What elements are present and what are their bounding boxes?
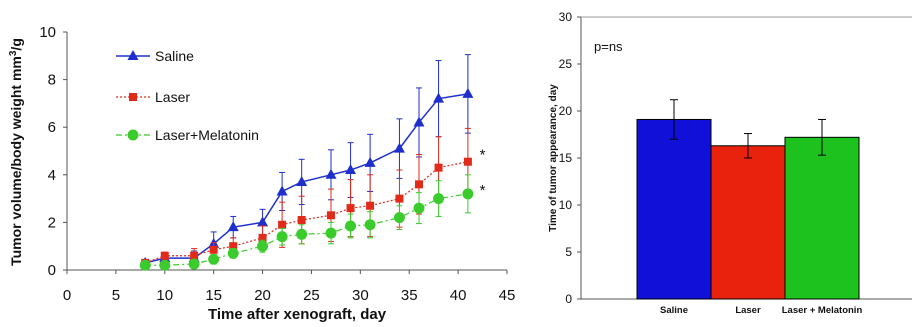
x-axis-title: Time after xenograft, day: [208, 306, 387, 322]
data-point: [276, 231, 288, 243]
x-tick-label: 35: [401, 287, 418, 304]
data-point: [296, 228, 308, 240]
data-point: [188, 258, 200, 270]
legend-entry: Saline: [116, 48, 194, 64]
significance-marker: *: [480, 146, 486, 163]
series-laser-melatonin: [139, 174, 474, 271]
data-point: [227, 247, 239, 259]
bar: [710, 145, 786, 300]
p-value-annotation: p=ns: [594, 39, 623, 54]
data-point: [364, 219, 376, 231]
data-point: [393, 212, 405, 224]
series-line: [145, 193, 468, 266]
bar-group-laser: Laser: [710, 133, 786, 316]
data-point: [296, 175, 308, 186]
data-point: [415, 180, 423, 189]
y-axis-title: Time of tumor appearance, day: [548, 84, 559, 232]
y-tick-label: 4: [48, 167, 56, 184]
y-tick-label: 0: [565, 292, 572, 306]
significance-marker: *: [480, 182, 486, 199]
data-point: [346, 204, 355, 213]
y-tick-label: 5: [565, 245, 572, 259]
y-tick-label: 6: [48, 119, 56, 136]
bar: [784, 136, 860, 300]
data-point: [463, 157, 472, 166]
data-point: [257, 240, 269, 252]
y-tick-label: 0: [48, 262, 56, 279]
data-point: [227, 221, 239, 232]
y-tick-label: 15: [559, 151, 573, 165]
category-label: Laser: [735, 305, 761, 316]
bar-group-saline: Saline: [636, 99, 712, 316]
data-point: [278, 220, 287, 229]
data-point: [433, 193, 445, 205]
data-point: [160, 251, 169, 260]
y-tick-label: 10: [559, 198, 573, 212]
x-tick-label: 0: [63, 287, 71, 304]
data-point: [433, 92, 445, 103]
x-tick-label: 40: [450, 287, 467, 304]
data-point: [434, 163, 443, 172]
data-point: [257, 216, 269, 227]
data-point: [366, 201, 375, 210]
y-tick-label: 25: [559, 57, 573, 71]
y-axis-title: Tumor volume/body weight mm3/g: [8, 38, 25, 266]
legend-label: Saline: [155, 48, 194, 64]
legend-entry: Laser+Melatonin: [116, 127, 259, 143]
y-tick-label: 8: [48, 72, 56, 89]
legend-entry: Laser: [116, 89, 190, 105]
legend-marker: [129, 93, 137, 101]
bar: [636, 118, 712, 300]
legend-label: Laser: [155, 89, 190, 105]
data-point: [325, 168, 337, 179]
data-point: [462, 87, 474, 98]
data-point: [345, 164, 357, 175]
x-tick-label: 5: [112, 287, 120, 304]
data-point: [393, 142, 405, 153]
bar-chart-tumor-appearance: 0 5 10 15 20 25 30 Time of tumor appearance, da…: [548, 10, 912, 316]
data-point: [325, 227, 337, 239]
series-laser: [141, 127, 472, 267]
data-point: [395, 194, 404, 203]
x-tick-label: 20: [254, 287, 271, 304]
line-chart-tumor-volume: 0 5 10 15 20 25 30 35 40 45 0 2 4 6 8 10 Time after xeno…: [8, 24, 516, 323]
y-tick-label: 10: [39, 24, 56, 41]
data-point: [276, 185, 288, 196]
data-point: [345, 220, 357, 232]
legend-marker: [127, 129, 139, 141]
data-point: [258, 233, 267, 242]
y-tick-label: 30: [559, 10, 573, 24]
data-point: [208, 253, 220, 265]
data-point: [229, 242, 238, 251]
x-tick-label: 45: [499, 287, 516, 304]
x-tick-label: 25: [303, 287, 320, 304]
category-label: Saline: [660, 305, 688, 316]
category-label: Laser + Melatonin: [782, 305, 863, 316]
data-point: [159, 259, 171, 271]
y-tick-label: 20: [559, 104, 573, 118]
legend-marker: [127, 50, 139, 60]
data-point: [327, 211, 335, 220]
y-tick-label: 2: [48, 214, 56, 231]
data-point: [462, 188, 474, 200]
data-point: [413, 116, 425, 127]
data-point: [139, 259, 151, 271]
data-point: [190, 251, 199, 260]
legend-label: Laser+Melatonin: [155, 127, 259, 143]
data-point: [297, 216, 306, 225]
data-point: [364, 156, 376, 167]
x-tick-label: 15: [205, 287, 222, 304]
x-tick-label: 30: [352, 287, 369, 304]
data-point: [209, 245, 218, 254]
bar-group-laser-melatonin: Laser + Melatonin: [782, 118, 863, 316]
data-point: [413, 202, 425, 214]
x-tick-label: 10: [156, 287, 173, 304]
